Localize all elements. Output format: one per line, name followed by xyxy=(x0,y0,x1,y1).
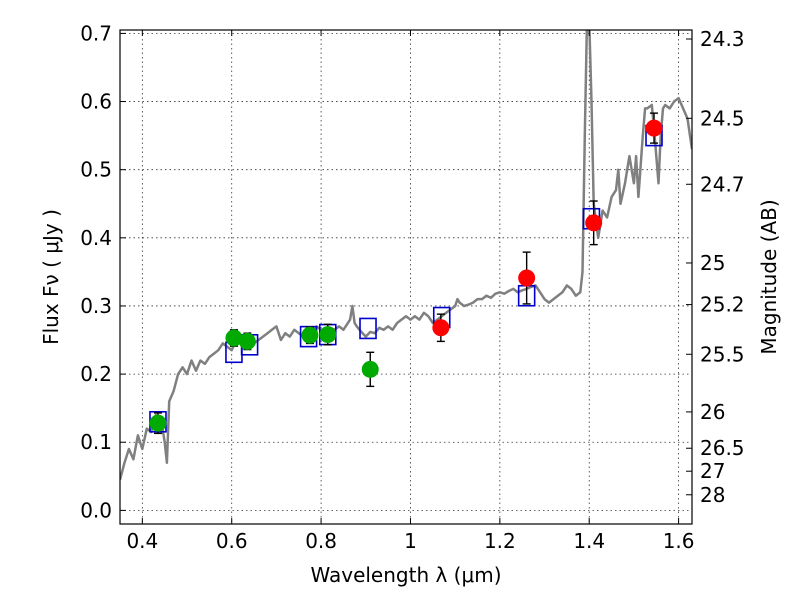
sed-line-path xyxy=(120,30,692,481)
axis-ticks: 0.4 0.6 0.8 1 1.2 1.4 1.6 0.0 0.1 0.2 0.3 0.4 0.5 0.6… xyxy=(80,21,744,553)
y-tick-label: 0.6 xyxy=(80,90,112,114)
y-tick-label: 0.3 xyxy=(80,294,112,318)
x-tick-label: 0.6 xyxy=(216,529,248,553)
x-axis-label: Wavelength λ (μm) xyxy=(310,563,501,587)
y2-tick-label: 25.2 xyxy=(700,293,745,317)
observed-points xyxy=(149,119,663,432)
y2-axis-label: Magnitude (AB) xyxy=(757,199,781,354)
y-tick-label: 0.1 xyxy=(80,430,112,454)
y2-tick-label: 24.5 xyxy=(700,106,745,130)
y2-tick-label: 26 xyxy=(700,400,725,424)
y2-tick-label: 28 xyxy=(700,483,725,507)
y-tick-label: 0.0 xyxy=(80,498,112,522)
data-point xyxy=(149,414,167,432)
data-point xyxy=(432,319,450,337)
x-tick-label: 1.6 xyxy=(663,529,695,553)
y2-tick-label: 25 xyxy=(700,251,725,275)
plot-frame xyxy=(119,29,693,525)
x-tick-label: 0.8 xyxy=(305,529,337,553)
y2-tick-label: 26.5 xyxy=(700,436,745,460)
model-box xyxy=(359,317,377,340)
data-point xyxy=(518,269,536,287)
x-tick-label: 0.4 xyxy=(126,529,158,553)
plot-area xyxy=(120,30,692,481)
data-point xyxy=(585,214,603,232)
data-point xyxy=(301,326,319,344)
data-point xyxy=(361,360,379,378)
x-tick-label: 1 xyxy=(404,529,417,553)
data-point xyxy=(225,329,243,347)
data-point xyxy=(238,332,256,350)
data-point xyxy=(319,326,337,344)
y-tick-label: 0.5 xyxy=(80,158,112,182)
y-tick-label: 0.2 xyxy=(80,362,112,386)
y2-tick-label: 27 xyxy=(700,459,725,483)
model-sed-line xyxy=(120,30,692,481)
y-axis-label: Flux Fν ( μJy ) xyxy=(39,209,63,345)
y2-tick-label: 25.5 xyxy=(700,342,745,366)
y-tick-label: 0.7 xyxy=(80,21,112,45)
x-tick-label: 1.2 xyxy=(484,529,516,553)
grid xyxy=(120,30,692,524)
y2-tick-label: 24.3 xyxy=(700,27,745,51)
data-point xyxy=(645,119,663,137)
x-tick-label: 1.4 xyxy=(573,529,605,553)
y-tick-label: 0.4 xyxy=(80,226,112,250)
y2-tick-label: 24.7 xyxy=(700,172,745,196)
